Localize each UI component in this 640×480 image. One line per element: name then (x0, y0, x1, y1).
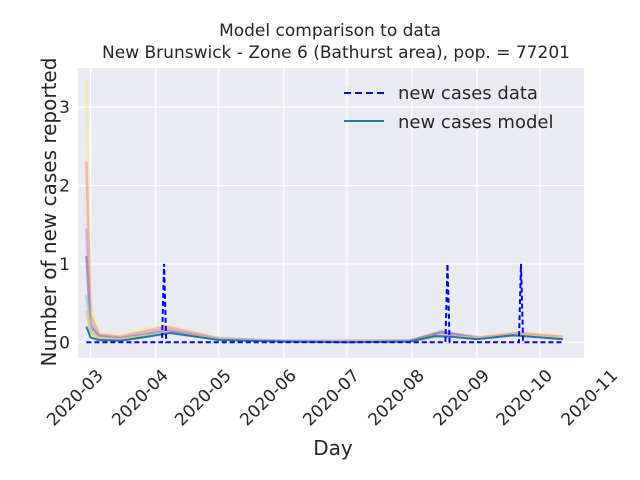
legend-label-model: new cases model (398, 112, 553, 133)
x-tick-label: 2020-11 (558, 366, 622, 430)
legend: new cases data new cases model (344, 83, 553, 133)
x-tick-label: 2020-04 (108, 366, 172, 430)
new-cases-data-line (86, 263, 563, 344)
y-tick-label: 3 (59, 98, 70, 118)
x-tick-label: 2020-08 (364, 366, 428, 430)
x-tick-label: 2020-03 (43, 366, 107, 430)
x-tick-label: 2020-07 (299, 366, 363, 430)
new-cases-model-line (85, 326, 564, 344)
series-lines (85, 263, 564, 344)
y-tick-label: 2 (59, 177, 70, 197)
y-tick-label: 0 (59, 333, 70, 353)
y-axis-label: Number of new cases reported (37, 58, 61, 367)
x-tick-label: 2020-06 (236, 366, 300, 430)
chart-subtitle: New Brunswick - Zone 6 (Bathurst area), … (102, 43, 570, 63)
x-tick-label: 2020-09 (430, 366, 494, 430)
y-tick-label: 1 (59, 255, 70, 275)
x-axis-label: Day (313, 436, 353, 460)
chart-title: Model comparison to data (219, 21, 441, 41)
legend-label-data: new cases data (398, 83, 538, 104)
x-tick-label: 2020-05 (171, 366, 235, 430)
y-axis-ticks: 0 1 2 3 (59, 98, 70, 353)
x-tick-label: 2020-10 (493, 366, 557, 430)
